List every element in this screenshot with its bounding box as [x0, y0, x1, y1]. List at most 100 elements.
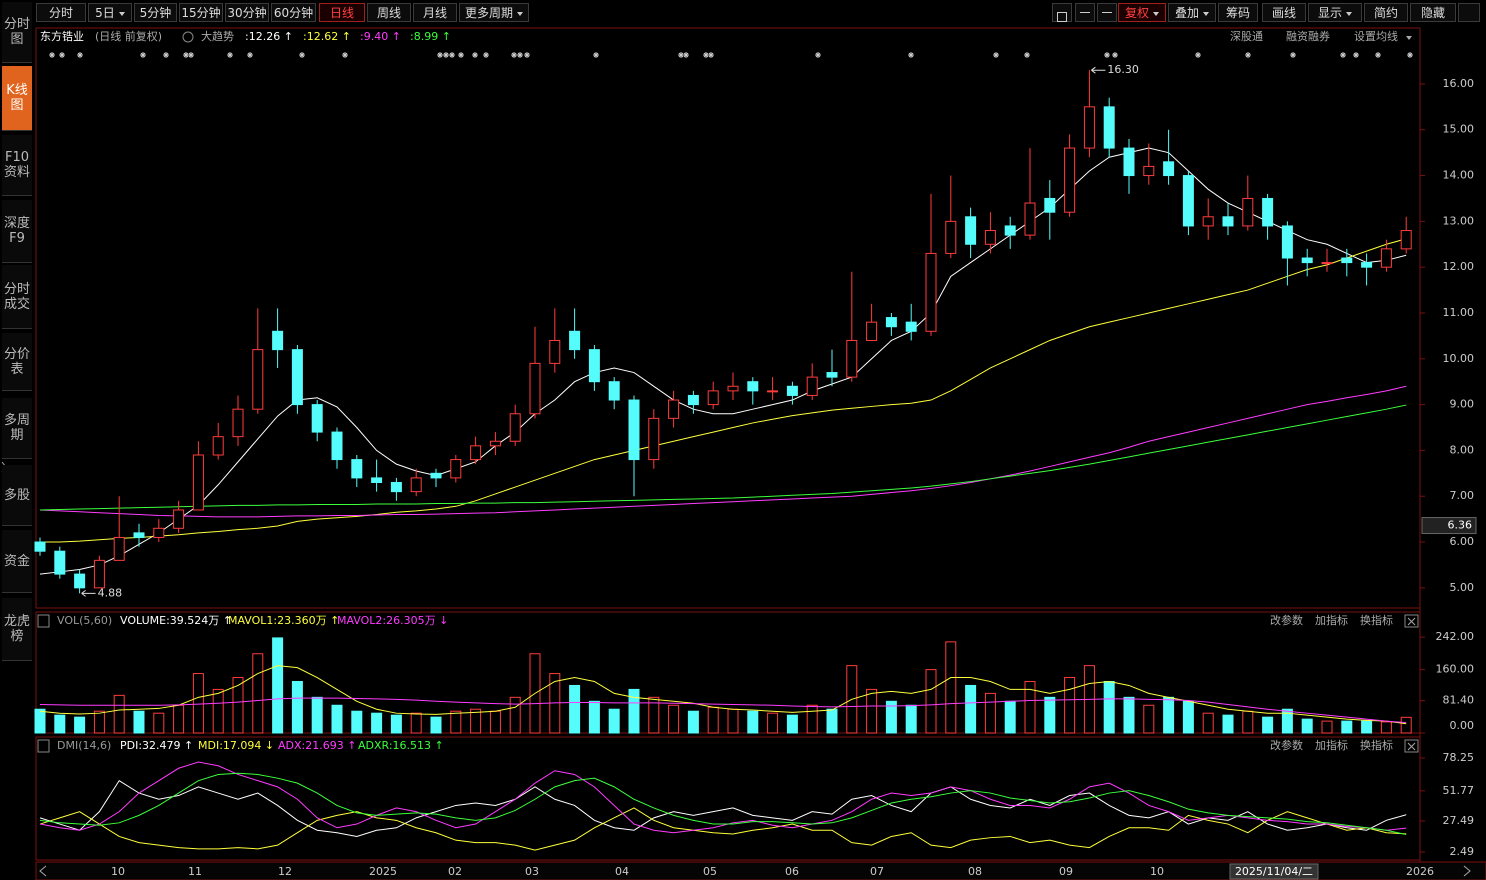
- candle-body: [707, 390, 719, 406]
- dmi-legend: ADX:21.693 ↑: [278, 739, 356, 752]
- signal-icon: [815, 52, 821, 58]
- candle-body: [1044, 197, 1056, 213]
- tool-icon[interactable]: [1075, 3, 1095, 22]
- candle-body: [885, 317, 897, 328]
- tool-button[interactable]: 隐藏: [1410, 3, 1456, 22]
- signal-icon: [188, 52, 194, 58]
- signal-icon: [483, 52, 489, 58]
- candle-body: [1380, 248, 1392, 268]
- candle-body: [549, 339, 561, 364]
- volume-bar: [1301, 718, 1313, 734]
- tool-button[interactable]: 筹码: [1218, 3, 1258, 22]
- candle-body: [1163, 161, 1175, 177]
- sidebar-tab[interactable]: 分时图: [2, 2, 32, 63]
- candle-body: [311, 404, 323, 433]
- period-button[interactable]: 周线: [367, 3, 411, 22]
- candle-body: [747, 381, 759, 392]
- volume-bar: [905, 704, 917, 734]
- sidebar-tab[interactable]: 分时成交: [2, 265, 32, 329]
- period-button[interactable]: 15分钟: [179, 3, 223, 22]
- sidebar-tab[interactable]: 多周期: [2, 398, 32, 459]
- x-tick-label: 04: [615, 865, 629, 878]
- tool-icon[interactable]: [1458, 3, 1480, 22]
- period-button[interactable]: 月线: [413, 3, 457, 22]
- signal-icon: [77, 52, 83, 58]
- x-tick-label: 2025: [369, 865, 397, 878]
- volume-legend: VOL(5,60): [57, 614, 112, 627]
- period-button[interactable]: 30分钟: [225, 3, 269, 22]
- period-button[interactable]: 5日: [88, 3, 132, 22]
- y-tick-label: 27.49: [1443, 814, 1475, 827]
- x-tick-label: 10: [111, 865, 125, 878]
- sidebar-tab[interactable]: 资金: [2, 530, 32, 593]
- candle-body: [113, 536, 125, 561]
- volume-bar: [866, 688, 878, 734]
- candle-body: [430, 472, 442, 479]
- dropdown-icon: [1406, 36, 1412, 40]
- tool-icon[interactable]: [1052, 3, 1072, 22]
- period-button[interactable]: 60分钟: [271, 3, 316, 22]
- signal-icon: [163, 52, 169, 58]
- tool-button[interactable]: 叠加: [1168, 3, 1216, 22]
- volume-bar: [430, 716, 442, 734]
- cursor-date: 2025/11/04/二: [1235, 865, 1313, 878]
- tool-icon[interactable]: [1097, 3, 1117, 22]
- candle-body: [687, 394, 699, 406]
- x-tick-label: 09: [1059, 865, 1073, 878]
- candle-body: [866, 321, 878, 341]
- y-tick-label: 11.00: [1443, 306, 1475, 319]
- tool-button[interactable]: 简约: [1364, 3, 1408, 22]
- signal-icon: [593, 52, 599, 58]
- signal-icon: [1024, 52, 1030, 58]
- volume-bar: [311, 696, 323, 734]
- volume-bar: [331, 704, 343, 734]
- signal-icon: [1290, 52, 1296, 58]
- volume-bar: [628, 688, 640, 734]
- y-tick-label: 10.00: [1443, 352, 1475, 365]
- signal-icon: [299, 52, 305, 58]
- close-icon: [1404, 739, 1419, 753]
- x-tick-label: 02: [448, 865, 462, 878]
- volume-bar: [727, 708, 739, 734]
- candle-body: [1064, 147, 1076, 213]
- sidebar-tab[interactable]: K线图: [2, 66, 32, 131]
- panel-action: 加指标: [1315, 613, 1348, 627]
- sidebar-tab[interactable]: 龙虎榜: [2, 598, 32, 661]
- ma-legend: :12.26 ↑: [245, 30, 293, 43]
- candle-body: [648, 417, 660, 461]
- y-tick-label: 13.00: [1443, 214, 1475, 227]
- sidebar-tab[interactable]: F10资料: [2, 135, 32, 196]
- dmi-legend: MDI:17.094 ↓: [198, 739, 274, 752]
- tool-button[interactable]: 复权: [1118, 3, 1166, 22]
- period-button[interactable]: 日线: [319, 3, 365, 22]
- period-button[interactable]: 分时: [36, 3, 86, 22]
- tool-button[interactable]: 画线: [1262, 3, 1306, 22]
- tool-button[interactable]: 显示: [1308, 3, 1362, 22]
- volume-bar: [509, 696, 521, 734]
- cursor-date-box: [1229, 863, 1319, 880]
- sidebar-tab[interactable]: 深度F9: [2, 200, 32, 263]
- signal-icon: [524, 52, 530, 58]
- y-tick-label: 160.00: [1436, 663, 1475, 676]
- candle-body: [252, 349, 264, 410]
- sidebar-tab[interactable]: 分价表: [2, 333, 32, 391]
- period-button[interactable]: 更多周期: [459, 3, 529, 22]
- period-button[interactable]: 5分钟: [134, 3, 177, 22]
- signal-icon: [49, 52, 55, 58]
- candle-body: [410, 477, 422, 493]
- sidebar-tab[interactable]: 多股: [2, 465, 32, 526]
- panel-action: 改参数: [1270, 738, 1303, 752]
- volume-bar: [1143, 704, 1155, 734]
- signal-icon: [227, 52, 233, 58]
- extreme-label: 16.30: [1107, 63, 1139, 76]
- signal-icon: [1353, 52, 1359, 58]
- candle-body: [1103, 106, 1115, 149]
- x-tick-label: 10: [1150, 865, 1164, 878]
- volume-bar: [212, 688, 224, 734]
- volume-bar: [1222, 714, 1234, 734]
- signal-icon: [247, 52, 253, 58]
- volume-bar: [351, 710, 363, 734]
- volume-bar: [786, 714, 798, 734]
- extreme-arrow: [81, 589, 96, 597]
